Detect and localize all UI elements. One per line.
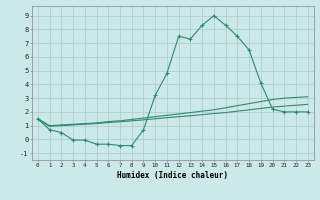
X-axis label: Humidex (Indice chaleur): Humidex (Indice chaleur) (117, 171, 228, 180)
